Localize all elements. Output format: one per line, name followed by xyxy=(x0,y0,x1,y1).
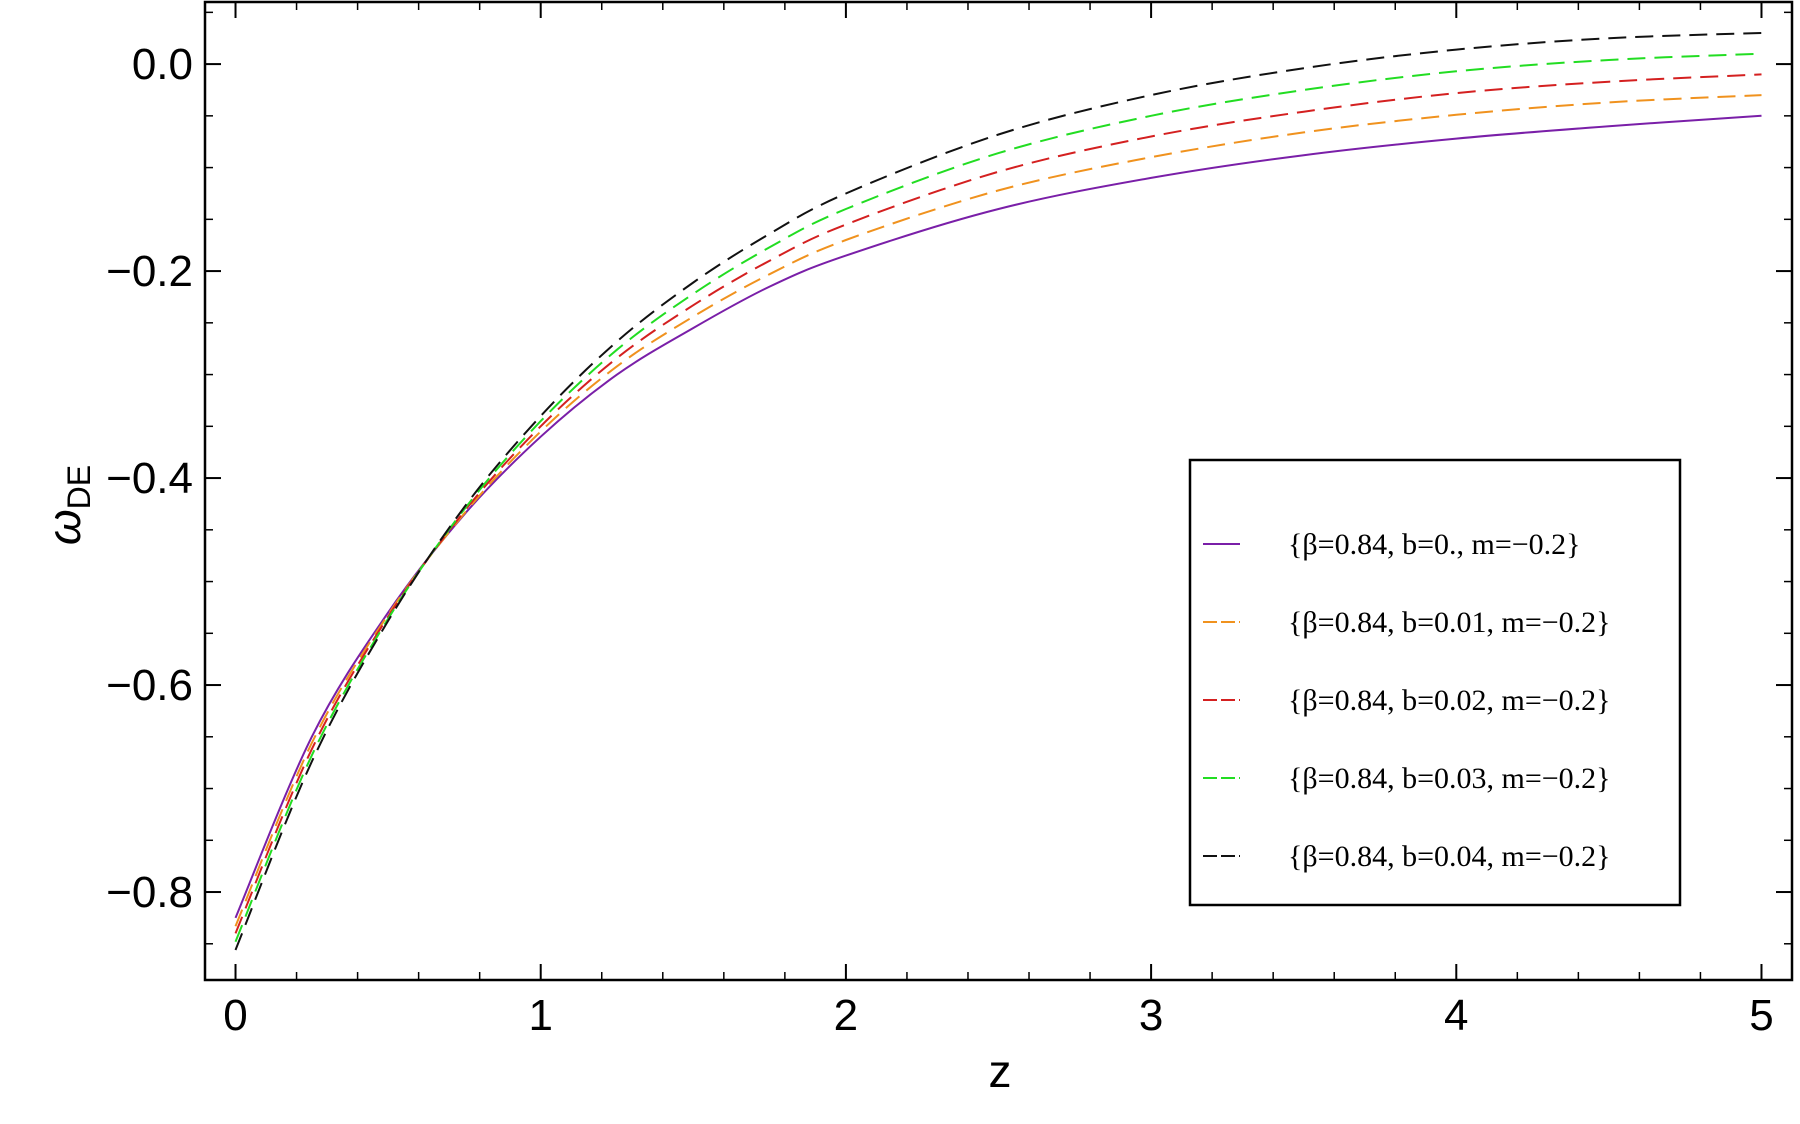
series-line-4 xyxy=(234,52,1762,943)
x-tick-label: 0 xyxy=(223,991,247,1040)
y-tick-label: −0.4 xyxy=(106,454,193,503)
series-line-1 xyxy=(234,114,1762,919)
axis-ticks xyxy=(205,2,1792,980)
x-tick-label: 3 xyxy=(1139,991,1163,1040)
x-axis-title: z xyxy=(989,1045,1012,1097)
series-line-2 xyxy=(234,94,1762,927)
legend-label-1: {β=0.84, b=0., m=−0.2} xyxy=(1288,528,1581,561)
legend-label-4: {β=0.84, b=0.03, m=−0.2} xyxy=(1288,762,1611,795)
legend-box xyxy=(1188,458,1682,907)
axis-tick-labels: 0 1 2 3 4 5 0.0 −0.2 −0.4 −0.6 −0.8 xyxy=(106,40,1774,1040)
legend-label-3: {β=0.84, b=0.02, m=−0.2} xyxy=(1288,684,1611,717)
x-tick-label: 1 xyxy=(528,991,552,1040)
series-line-3 xyxy=(234,73,1762,934)
series-line-5 xyxy=(234,32,1762,951)
x-tick-label: 4 xyxy=(1444,991,1468,1040)
series-lines xyxy=(234,32,1762,951)
plot-area-border xyxy=(203,0,1794,982)
legend-label-2: {β=0.84, b=0.01, m=−0.2} xyxy=(1288,606,1611,639)
x-tick-label: 5 xyxy=(1749,991,1773,1040)
plot-frame xyxy=(203,0,1794,982)
legend-label-5: {β=0.84, b=0.04, m=−0.2} xyxy=(1288,840,1611,873)
x-tick-label: 2 xyxy=(834,991,858,1040)
y-tick-label: −0.6 xyxy=(106,661,193,710)
y-axis-title-subscript: DE xyxy=(61,465,97,509)
y-tick-label: 0.0 xyxy=(132,40,193,89)
y-tick-label: −0.2 xyxy=(106,247,193,296)
y-axis-title-symbol: ω xyxy=(38,509,90,545)
y-axis-title: ωDE xyxy=(38,465,97,545)
y-tick-label: −0.8 xyxy=(106,868,193,917)
legend: {β=0.84, b=0., m=−0.2} {β=0.84, b=0.01, m… xyxy=(1188,458,1682,907)
